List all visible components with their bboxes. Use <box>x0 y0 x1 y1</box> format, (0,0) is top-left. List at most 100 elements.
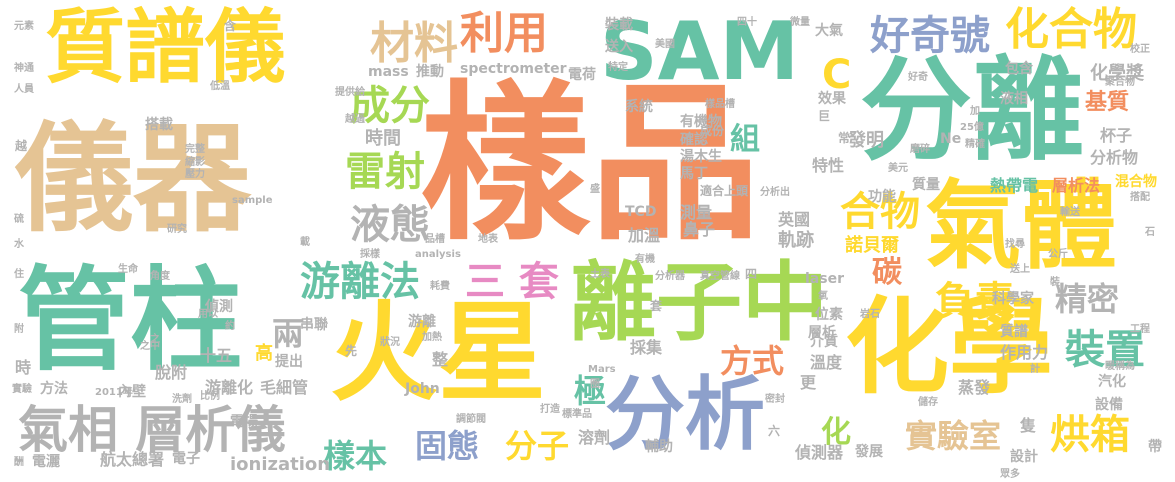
word: Mars <box>588 364 616 375</box>
word: 比例 <box>200 391 220 402</box>
word: 送入 <box>605 39 633 55</box>
word: 儀器 <box>15 110 252 248</box>
word: 液相 <box>1000 91 1028 107</box>
word: 湯木生 <box>680 149 722 165</box>
word: 元素 <box>14 21 34 32</box>
word: 樣本 <box>323 437 388 475</box>
word: 25億 <box>960 122 984 133</box>
word: 載 <box>300 237 310 248</box>
word: 分離 <box>860 46 1084 176</box>
word: 儲存 <box>918 397 938 408</box>
word: 脫附 <box>155 363 188 382</box>
word: 層析 <box>808 325 836 341</box>
word: 電場 <box>230 414 258 430</box>
word: 質量 <box>912 177 940 193</box>
word: 電子 <box>172 451 200 467</box>
word: 游離化 <box>205 378 254 397</box>
word: 化 <box>821 415 851 450</box>
word: 送上 <box>1010 264 1030 275</box>
word: 方式 <box>720 342 785 380</box>
word: 精密 <box>1055 280 1120 318</box>
word: 發展 <box>855 444 883 460</box>
word: 六 <box>768 424 781 438</box>
word: 系統 <box>625 99 653 115</box>
word: 四 <box>745 267 758 281</box>
word: 方法 <box>40 381 68 397</box>
word: 密封 <box>765 394 785 405</box>
word: 三 套 <box>465 259 559 305</box>
word: 盛 <box>590 184 600 195</box>
word: 神通 <box>14 63 34 74</box>
word: 校正 <box>1130 44 1150 55</box>
word: 更 <box>800 373 817 392</box>
word: 馬丁 <box>680 166 708 182</box>
word: 時間 <box>365 128 401 149</box>
word: 利用 <box>460 8 548 59</box>
word: 負責 <box>935 279 1015 325</box>
word: 離子中 <box>570 253 828 353</box>
word: 聚合物 <box>1105 77 1135 88</box>
word: 加溫 <box>628 226 661 245</box>
word: 裝載 <box>605 17 633 33</box>
word: 角度 <box>150 271 170 282</box>
word: 特定 <box>608 62 628 73</box>
word: 先 <box>345 344 358 358</box>
word: sample <box>232 195 273 206</box>
word: 分析器 <box>655 271 685 282</box>
word: 加 <box>970 106 980 117</box>
word: 研究 <box>167 224 187 235</box>
word: 含 <box>224 19 237 33</box>
word: 低溫 <box>210 81 230 92</box>
word: 採集 <box>630 338 663 357</box>
word: 質譜 <box>1000 324 1028 340</box>
word: 暖稱為 <box>1105 361 1135 372</box>
word: 精確 <box>965 139 985 150</box>
word: 實驗 <box>12 384 32 395</box>
word: 越過 <box>345 114 365 125</box>
word: 帶 <box>1148 439 1162 455</box>
word: 計 <box>1030 364 1040 375</box>
word: 電荷 <box>568 67 596 83</box>
word: 採樣 <box>360 249 380 260</box>
word: 分析出 <box>760 187 790 198</box>
word: 包含 <box>1005 61 1033 77</box>
word: 基質 <box>1085 90 1130 115</box>
word: laser <box>805 271 844 287</box>
word: 化學獎 <box>1090 63 1144 84</box>
word: 分析物 <box>1090 148 1139 167</box>
word: 附 <box>14 324 24 335</box>
word: 游離法 <box>300 259 420 305</box>
word: SAM <box>600 5 800 98</box>
word: 氧 <box>818 291 828 302</box>
word: 熱帶電 <box>990 176 1039 195</box>
word: 位素 <box>815 307 843 323</box>
word: 有機 <box>635 254 655 265</box>
word: 標準品 <box>562 409 592 420</box>
word: 化合物 <box>1005 4 1137 55</box>
word: 調節閥 <box>456 414 486 425</box>
word: 輔助 <box>645 439 673 455</box>
word: 高 <box>255 343 273 364</box>
word: 岩石 <box>860 309 880 320</box>
word: 完整 <box>185 144 205 155</box>
word: 鼻子 <box>683 220 716 239</box>
word: 電灑 <box>32 454 60 470</box>
word: 壓力 <box>185 169 205 180</box>
word: 整 <box>432 350 449 369</box>
word: 樣品槽 <box>705 99 735 110</box>
word: 氣體 <box>925 170 1117 282</box>
word: 成份 <box>700 124 725 138</box>
word: 隻 <box>1020 416 1037 435</box>
word: 兩 <box>272 315 305 353</box>
word: 磨碎 <box>910 144 930 155</box>
word: 實驗室 <box>905 417 1002 455</box>
word: spectrometer <box>460 61 567 77</box>
word: 毛細管 <box>260 378 309 397</box>
word: 裝 <box>1050 277 1060 288</box>
word: 適合上頭 <box>700 184 749 198</box>
word: 生命 <box>118 264 138 275</box>
word: 分子 <box>505 427 570 465</box>
word: 介質 <box>810 334 838 350</box>
word: 碳 <box>872 255 902 290</box>
word: 內壁 <box>118 384 146 400</box>
